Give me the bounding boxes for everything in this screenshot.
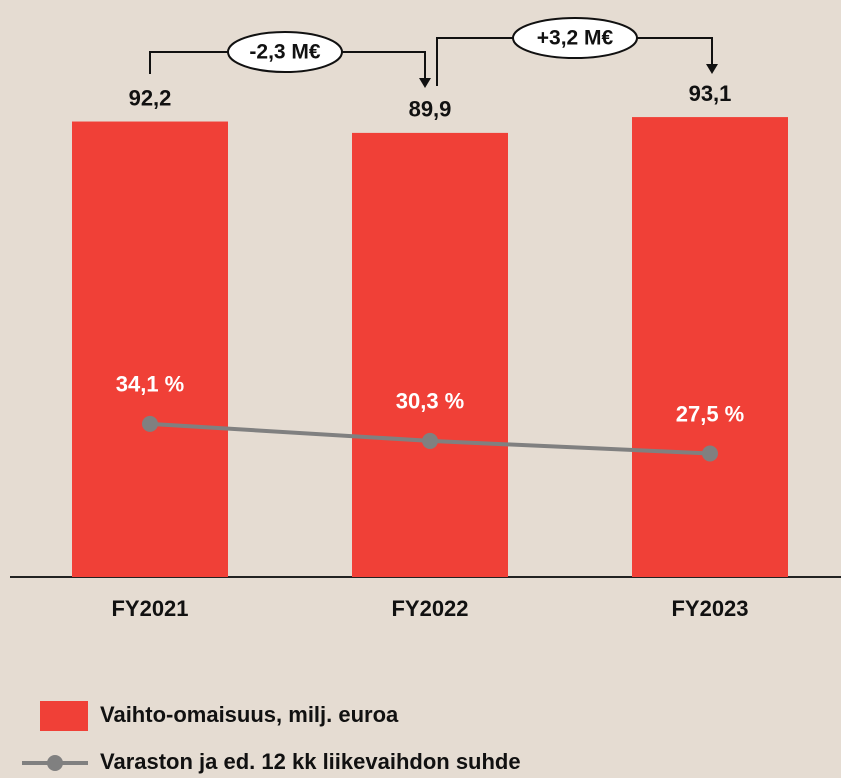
x-tick-label: FY2023	[671, 596, 748, 621]
data-label: 92,2	[129, 85, 172, 110]
x-tick-label: FY2021	[111, 596, 188, 621]
legend-swatch	[47, 755, 63, 771]
line-point	[422, 432, 438, 449]
annotation-oval	[512, 17, 638, 59]
arrowhead	[419, 78, 431, 88]
annotation-oval	[227, 31, 343, 73]
bar	[352, 132, 508, 578]
legend-label: Varaston ja ed. 12 kk liikevaihdon suhde	[100, 749, 521, 774]
data-label: 93,1	[689, 81, 732, 106]
legend-swatch	[40, 701, 88, 731]
line-point	[702, 445, 718, 462]
data-label: 27,5 %	[676, 401, 745, 426]
data-label: 34,1 %	[116, 372, 185, 397]
bar	[72, 121, 228, 578]
annotation: +3,2 M€	[537, 27, 614, 50]
line-point	[142, 415, 158, 432]
data-label: 30,3 %	[396, 389, 465, 414]
annotation: -2,3 M€	[249, 41, 321, 64]
data-label: 89,9	[409, 97, 452, 122]
x-tick-label: FY2022	[391, 596, 468, 621]
bar	[632, 117, 788, 577]
arrowheads	[419, 64, 718, 88]
arrowhead	[706, 64, 718, 74]
legend-label: Vaihto-omaisuus, milj. euroa	[100, 702, 399, 727]
